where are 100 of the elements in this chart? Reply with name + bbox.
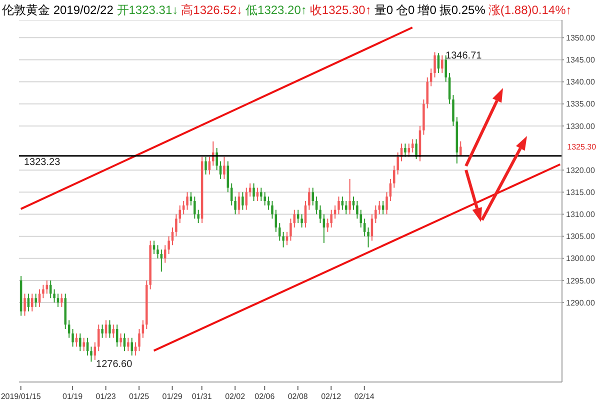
candlestick — [382, 200, 384, 215]
candlestick — [216, 148, 218, 171]
candlestick — [267, 196, 270, 210]
candlestick — [408, 143, 410, 158]
candlestick — [226, 160, 230, 193]
x-tick-label: 2019/01/15 — [0, 392, 42, 400]
candlestick — [319, 204, 322, 224]
candlestick — [245, 187, 248, 210]
y-tick-label: 1315.00 — [566, 188, 596, 198]
text: 高1326.52↓ — [181, 3, 243, 17]
candlestick — [296, 209, 300, 224]
candlestick — [204, 156, 207, 176]
candlestick — [308, 187, 310, 210]
candlestick — [182, 200, 185, 215]
candlestick — [168, 236, 170, 254]
y-tick-label: 1335.00 — [566, 100, 596, 109]
y-tick-label: 1305.00 — [566, 232, 596, 242]
candlestick — [282, 231, 284, 248]
candlestick — [160, 249, 163, 272]
candlestick — [322, 214, 326, 244]
candlestick — [370, 214, 374, 242]
x-tick-label: 02/02 — [225, 392, 246, 400]
text: 收1325.30↑ — [310, 3, 372, 17]
candlestick — [152, 240, 156, 254]
candlestick — [444, 54, 447, 82]
candlestick — [274, 209, 278, 232]
candlestick — [104, 320, 108, 338]
candlestick — [312, 187, 314, 206]
candlestick — [82, 337, 85, 352]
candlestick — [108, 320, 111, 338]
candlestick — [415, 138, 418, 160]
candlestick — [212, 140, 214, 166]
candlestick — [60, 293, 63, 308]
chart-title: 伦敦黄金 2019/02/22 — [2, 3, 114, 17]
candlestick — [27, 293, 30, 312]
candlestick — [430, 68, 432, 87]
candlestick — [341, 196, 344, 210]
y-tick-label: 1330.00 — [566, 122, 596, 131]
text: 涨(1.88)0.14%↑ — [488, 3, 572, 17]
candlestick — [452, 94, 454, 126]
candlestick — [252, 182, 255, 202]
candlestick — [378, 200, 380, 215]
candlestick — [53, 288, 56, 304]
candlestick — [290, 218, 292, 242]
candlestick — [234, 196, 236, 215]
text: 振0.25% — [439, 3, 486, 17]
candlestick — [344, 200, 348, 215]
y-tick-label: 1320.00 — [566, 166, 596, 175]
x-tick-label: 01/25 — [129, 392, 150, 400]
x-tick-label: 01/19 — [62, 392, 84, 400]
candlestick — [242, 192, 244, 210]
candlestick — [338, 196, 340, 215]
x-tick-label: 01/29 — [162, 392, 183, 400]
candlestick — [348, 178, 351, 215]
text: 1325.30 — [567, 142, 597, 152]
candlestick — [134, 342, 137, 356]
candlestick — [79, 332, 82, 352]
candlestick — [386, 192, 388, 215]
candlestick — [300, 214, 303, 228]
y-tick-label: 1350.00 — [566, 34, 596, 42]
candlestick — [90, 346, 92, 362]
candlestick — [404, 143, 406, 158]
y-tick-label: 1290.00 — [566, 298, 596, 308]
candlestick — [374, 204, 377, 224]
candlestick — [164, 244, 166, 264]
candlestick — [352, 196, 355, 210]
candlestick — [142, 320, 144, 338]
candlestick — [94, 342, 96, 360]
candlestick — [271, 200, 274, 220]
y-tick-label: 1310.00 — [566, 210, 596, 220]
candlestick — [434, 52, 436, 78]
candlestick — [326, 218, 329, 232]
candlestick — [219, 160, 222, 180]
candlestick — [130, 337, 133, 356]
x-tick-label: 02/08 — [288, 392, 308, 400]
candlestick — [56, 293, 60, 308]
y-tick-label: 1345.00 — [566, 56, 596, 65]
candlestick — [330, 209, 332, 228]
candlestick — [98, 324, 100, 352]
x-tick-label: 02/12 — [321, 392, 342, 400]
y-tick-label: 1300.00 — [566, 254, 596, 264]
candlestick — [223, 156, 226, 180]
candlestick — [315, 196, 318, 215]
annotation: 1276.60 — [96, 359, 133, 370]
candlestick — [197, 209, 200, 224]
candlestick — [194, 196, 196, 220]
candlestick — [441, 54, 444, 74]
candlestick — [42, 284, 44, 299]
candlestick — [34, 293, 37, 308]
candlestick — [278, 222, 281, 242]
candlestick — [120, 332, 122, 348]
candlestick — [101, 324, 104, 338]
candlestick — [367, 226, 370, 248]
candlestick — [356, 200, 358, 220]
candlestick — [127, 337, 130, 352]
candlestick — [38, 288, 41, 308]
x-tick-label: 02/14 — [354, 392, 375, 400]
candlestick — [68, 320, 70, 338]
x-tick-label: 01/31 — [192, 392, 212, 400]
candlestick — [411, 138, 414, 153]
